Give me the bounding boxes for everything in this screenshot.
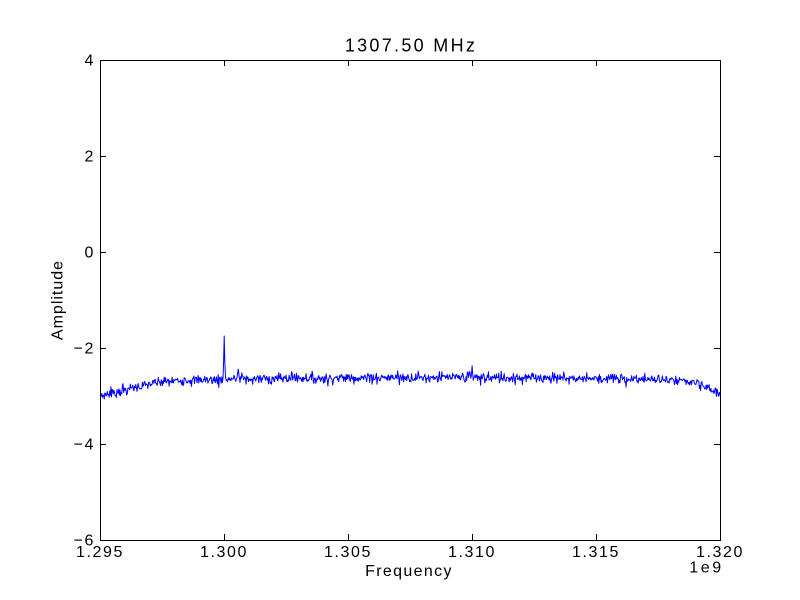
svg-text:Amplitude: Amplitude [50,260,67,340]
svg-text:0: 0 [85,245,96,262]
svg-text:1.300: 1.300 [200,544,248,561]
svg-text:Frequency: Frequency [365,563,453,580]
svg-text:−4: −4 [74,437,95,454]
svg-text:1e9: 1e9 [689,560,724,577]
svg-text:1.320: 1.320 [696,544,744,561]
svg-text:2: 2 [85,149,96,166]
svg-text:1.310: 1.310 [448,544,496,561]
svg-text:1.295: 1.295 [76,544,124,561]
svg-text:1.315: 1.315 [572,544,620,561]
svg-text:−6: −6 [74,533,95,550]
svg-text:1.305: 1.305 [324,544,372,561]
svg-text:1307.50 MHz: 1307.50 MHz [345,36,477,56]
svg-text:−2: −2 [74,341,95,358]
svg-text:4: 4 [85,53,96,70]
